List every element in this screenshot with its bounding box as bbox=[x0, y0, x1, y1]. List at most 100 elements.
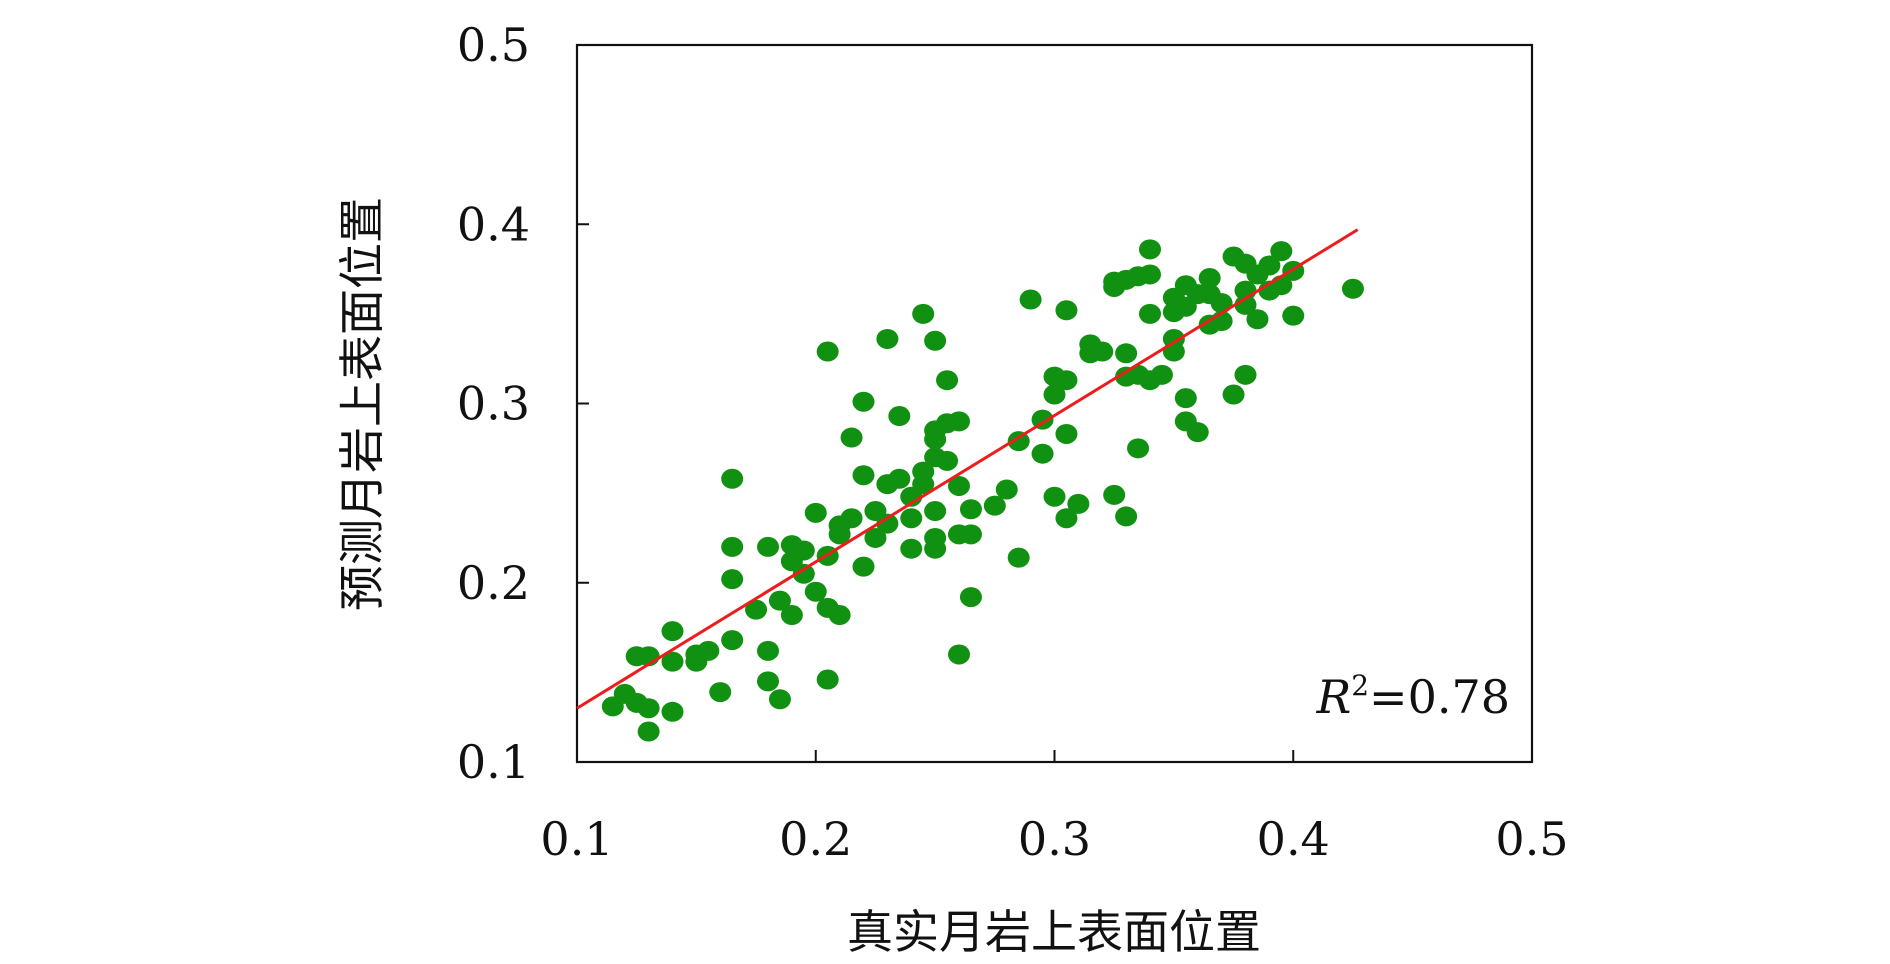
data-point bbox=[876, 513, 899, 534]
data-point bbox=[948, 411, 970, 432]
data-point bbox=[924, 429, 947, 450]
y-tick-label: 0.4 bbox=[457, 197, 530, 251]
data-point bbox=[721, 630, 744, 651]
data-point bbox=[792, 563, 815, 584]
data-point bbox=[804, 581, 827, 602]
data-point bbox=[1103, 484, 1126, 505]
data-point bbox=[757, 671, 779, 692]
data-point bbox=[900, 538, 923, 559]
x-tick-label: 0.3 bbox=[1018, 812, 1091, 866]
data-point bbox=[637, 721, 660, 742]
data-point bbox=[780, 605, 803, 626]
data-point bbox=[721, 569, 744, 590]
data-point bbox=[816, 341, 839, 362]
data-point bbox=[757, 640, 779, 661]
data-point bbox=[1055, 423, 1078, 444]
data-point bbox=[828, 524, 851, 545]
data-point bbox=[1055, 370, 1078, 391]
data-point bbox=[840, 427, 863, 448]
data-point bbox=[1210, 293, 1233, 314]
data-point bbox=[1043, 486, 1066, 507]
data-point bbox=[900, 508, 923, 529]
data-point bbox=[864, 527, 887, 548]
data-point bbox=[1282, 305, 1305, 326]
data-point bbox=[852, 391, 875, 412]
data-point bbox=[1174, 388, 1197, 409]
data-point bbox=[936, 450, 959, 471]
data-point bbox=[912, 474, 935, 495]
data-point bbox=[876, 328, 899, 349]
y-tick-label: 0.3 bbox=[457, 377, 530, 431]
data-point bbox=[745, 599, 768, 620]
y-tick-label: 0.2 bbox=[457, 556, 530, 610]
data-point bbox=[757, 536, 779, 557]
data-point bbox=[661, 701, 684, 722]
x-axis-title: 真实月岩上表面位置 bbox=[847, 905, 1261, 959]
data-point bbox=[1234, 294, 1257, 315]
r-symbol: R bbox=[1316, 670, 1352, 724]
data-point bbox=[1246, 309, 1269, 330]
data-point bbox=[959, 499, 982, 520]
data-point bbox=[709, 682, 732, 703]
data-point bbox=[828, 605, 851, 626]
y-axis-ticks: 0.1 0.2 0.3 0.4 0.5 bbox=[457, 18, 589, 789]
data-point bbox=[1115, 343, 1138, 364]
y-tick-label: 0.5 bbox=[457, 18, 530, 72]
data-point bbox=[1186, 422, 1209, 443]
x-tick-label: 0.5 bbox=[1495, 812, 1568, 866]
data-point bbox=[924, 538, 947, 559]
data-point bbox=[1139, 264, 1161, 285]
data-point bbox=[948, 644, 970, 665]
data-point bbox=[661, 651, 684, 672]
data-point bbox=[936, 370, 959, 391]
data-point bbox=[959, 524, 982, 545]
data-point bbox=[816, 669, 839, 690]
x-tick-label: 0.2 bbox=[779, 812, 852, 866]
data-point bbox=[1031, 443, 1054, 464]
data-point bbox=[661, 621, 684, 642]
regression-line bbox=[576, 228, 1359, 710]
data-point bbox=[1091, 341, 1114, 362]
data-point bbox=[1150, 364, 1173, 385]
r-value: =0.78 bbox=[1369, 670, 1510, 724]
y-tick-label: 0.1 bbox=[457, 735, 530, 789]
data-point bbox=[983, 495, 1006, 516]
data-point bbox=[1258, 255, 1281, 276]
data-point bbox=[1043, 384, 1066, 405]
y-axis-title: 预测月岩上表面位置 bbox=[335, 197, 389, 611]
data-point bbox=[912, 303, 935, 324]
data-point bbox=[1127, 438, 1150, 459]
data-point bbox=[1007, 547, 1030, 568]
data-point bbox=[1019, 289, 1042, 310]
data-point bbox=[1162, 341, 1185, 362]
x-tick-label: 0.1 bbox=[540, 812, 613, 866]
data-point bbox=[768, 689, 791, 710]
data-point bbox=[1270, 241, 1293, 262]
data-point bbox=[1139, 239, 1161, 260]
data-point bbox=[924, 330, 947, 351]
r-exponent: 2 bbox=[1351, 669, 1369, 702]
data-point bbox=[888, 468, 911, 489]
data-point bbox=[697, 640, 720, 661]
data-point bbox=[959, 587, 982, 608]
data-point bbox=[721, 536, 744, 557]
data-point bbox=[804, 502, 827, 523]
x-axis-ticks: 0.1 0.2 0.3 0.4 0.5 bbox=[540, 750, 1569, 866]
data-point bbox=[1198, 268, 1221, 289]
data-point bbox=[852, 556, 875, 577]
data-points bbox=[601, 239, 1364, 742]
data-point bbox=[1067, 493, 1090, 514]
data-point bbox=[721, 468, 744, 489]
r-squared-annotation: R2=0.78 bbox=[1316, 669, 1510, 724]
data-point bbox=[768, 590, 791, 611]
data-point bbox=[888, 406, 911, 427]
data-point bbox=[1341, 278, 1364, 299]
data-point bbox=[1055, 300, 1078, 321]
data-point bbox=[1007, 431, 1030, 452]
data-point bbox=[792, 540, 815, 561]
data-point bbox=[1115, 506, 1138, 527]
data-point bbox=[924, 501, 947, 522]
data-point bbox=[948, 475, 970, 496]
data-point bbox=[1222, 384, 1245, 405]
